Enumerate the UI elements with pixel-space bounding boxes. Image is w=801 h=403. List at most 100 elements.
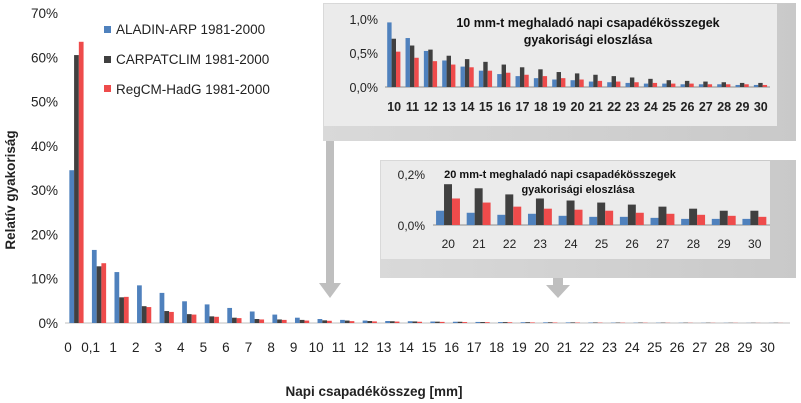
inset-10mm-bar — [698, 84, 704, 87]
main-bar — [430, 321, 436, 323]
main-bars — [69, 41, 784, 323]
main-x-tick-label: 13 — [376, 340, 391, 355]
inset-10mm-bar — [469, 67, 474, 87]
inset-20mm-bar — [727, 215, 736, 225]
main-bar — [74, 55, 79, 323]
main-bar — [327, 320, 332, 323]
main-bar — [520, 322, 526, 323]
main-bar — [372, 321, 377, 323]
inset-10mm-x-tick-label: 11 — [406, 100, 419, 114]
inset-20mm-title-line1: 20 mm-t meghaladó napi csapadékösszegek — [444, 169, 677, 181]
main-x-tick-label: 4 — [177, 340, 185, 355]
inset-10mm-bar — [409, 45, 415, 87]
inset-10mm-x-tick-label: 21 — [589, 100, 603, 114]
main-x-tick-label: 29 — [737, 340, 752, 355]
main-bar — [141, 306, 147, 323]
inset-10mm-bar — [579, 79, 584, 87]
main-bar — [249, 311, 255, 323]
inset-10mm-x-tick-label: 22 — [607, 100, 621, 114]
inset-10mm-bar — [464, 59, 470, 87]
main-bar — [344, 320, 350, 323]
inset-20mm-title-line2: gyakorisági eloszlása — [521, 184, 635, 196]
main-bar — [254, 319, 260, 323]
inset-20mm-bar — [505, 194, 514, 225]
inset-20mm-bar — [758, 216, 767, 225]
inset-10mm-bar — [588, 81, 594, 87]
main-bar — [340, 319, 345, 323]
main-bar — [349, 321, 355, 323]
inset-20mm-bar — [658, 206, 667, 225]
inset-20mm-bar — [558, 215, 567, 225]
inset-20mm-x-tick-labels: 20 21 22 23 24 25 26 27 28 29 30 — [442, 237, 762, 251]
main-bar — [101, 263, 107, 323]
inset-10mm-x-tick-label: 17 — [516, 100, 530, 114]
main-x-tick-label: 14 — [399, 340, 415, 355]
inset-20mm-bar — [574, 209, 583, 225]
inset-20mm-x-tick-label: 23 — [534, 237, 548, 251]
inset-10mm-x-tick-label: 28 — [717, 100, 731, 114]
inset-10mm-bar — [707, 84, 713, 87]
inset-10mm-x-tick-label: 14 — [461, 100, 475, 114]
inset-10mm-y-tick-label: 1,0% — [350, 13, 379, 27]
inset-10mm-x-tick-label: 25 — [662, 100, 676, 114]
main-bar — [191, 314, 197, 323]
inset-10mm-bar — [497, 74, 502, 87]
main-y-tick-label: 70% — [31, 6, 58, 21]
inset-10mm-bar — [501, 64, 506, 87]
main-bar — [232, 317, 237, 323]
main-bar — [123, 296, 129, 323]
main-x-tick-label: 26 — [670, 340, 685, 355]
main-x-tick-label: 1 — [109, 340, 117, 355]
main-bar — [159, 292, 165, 323]
inset-10mm-bar — [703, 81, 708, 87]
main-y-tick-label: 50% — [31, 95, 58, 110]
inset-10mm-x-tick-label: 26 — [681, 100, 695, 114]
main-bar — [164, 311, 170, 323]
inset-20mm-bar — [750, 210, 759, 225]
inset-10mm-bar — [487, 70, 493, 87]
main-bar — [272, 314, 278, 323]
main-x-tick-label: 20 — [534, 340, 549, 355]
inset-10mm-bar — [762, 84, 768, 87]
main-x-tick-label: 23 — [602, 340, 617, 355]
main-x-tick-label: 27 — [692, 340, 707, 355]
main-bar — [304, 320, 310, 323]
main-bar — [317, 319, 323, 323]
inset-10mm-bar — [396, 51, 401, 87]
main-bar — [204, 304, 210, 323]
inset-10mm-title-line2: gyakorisági eloszlása — [524, 33, 654, 47]
main-bar — [457, 321, 463, 323]
inset-20mm-bar — [474, 188, 483, 225]
inset-20mm-bar — [627, 204, 636, 225]
main-y-tick-label: 0% — [38, 316, 58, 331]
inset-20mm-bar — [711, 218, 720, 225]
inset-20mm-bar — [719, 210, 728, 225]
inset-20mm-x-tick-label: 30 — [748, 237, 762, 251]
inset-20mm-y-tick-labels: 0,0% 0,2% — [398, 168, 426, 233]
inset-10mm-title-line1: 10 mm-t meghaladó napi csapadékösszegek — [456, 16, 719, 30]
inset-10mm-bar — [391, 38, 396, 87]
inset-10mm-bar — [652, 82, 658, 87]
inset-10mm-bar — [432, 61, 438, 87]
y-axis-title: Relatív gyakoriság — [3, 130, 18, 249]
main-bar — [236, 318, 242, 323]
main-bar — [119, 297, 124, 323]
inset-20mm-y-tick-label: 0,0% — [398, 219, 426, 233]
inset-10mm-x-tick-label: 29 — [736, 100, 750, 114]
main-y-tick-labels: 0% 10% 20% 30% 40% 50% 60% 70% — [31, 6, 58, 331]
inset-10mm-bar — [744, 84, 749, 87]
inset-10mm-bar — [460, 66, 465, 87]
inset-10mm-bar — [519, 67, 525, 87]
main-x-tick-label: 8 — [267, 340, 275, 355]
main-bar — [480, 322, 485, 323]
inset-10mm-bar — [634, 82, 639, 87]
main-bar — [570, 322, 576, 323]
main-x-tick-label: 5 — [200, 340, 208, 355]
inset-10mm-x-tick-label: 27 — [699, 100, 713, 114]
main-bar — [209, 316, 215, 323]
main-x-tick-label: 3 — [155, 340, 163, 355]
inset-10mm-x-tick-label: 24 — [644, 100, 658, 114]
main-y-tick-label: 30% — [31, 183, 58, 198]
main-x-tick-label: 11 — [332, 340, 346, 355]
main-bar — [186, 314, 192, 323]
